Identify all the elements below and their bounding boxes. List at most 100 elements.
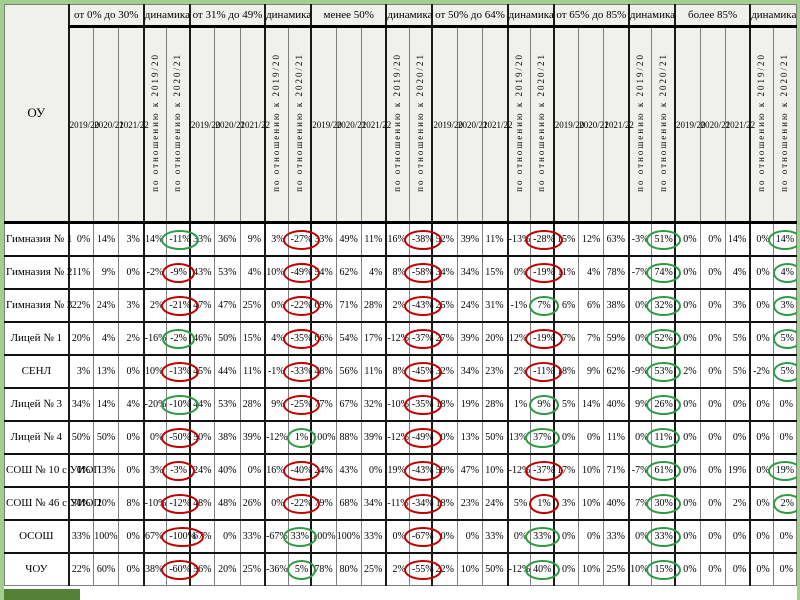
- circled-value-green: -10%: [161, 394, 200, 415]
- value-cell: 14%: [724, 221, 751, 256]
- dynamics-cell: 0%: [749, 518, 774, 553]
- school-name-cell: Гимназия № 3: [4, 287, 72, 322]
- value-cell: 53%: [214, 254, 241, 289]
- school-name-cell: СОШ № 46 с УИОП: [4, 485, 101, 520]
- value-cell: 3%: [93, 452, 120, 487]
- school-name-cell: ОСОШ: [4, 518, 70, 553]
- value-cell: 28%: [360, 287, 387, 322]
- value-cell: 0%: [699, 221, 726, 256]
- circled-value-green: 5%: [286, 559, 317, 580]
- dynamics-cell: -37%: [525, 452, 563, 487]
- dynamics-cell: 40%: [525, 551, 560, 586]
- value-cell: 13%: [456, 419, 484, 454]
- value-cell: 10%: [456, 551, 484, 586]
- value-cell: 78%: [603, 254, 630, 289]
- value-cell: 0%: [699, 254, 726, 289]
- dynamics-cell: -40%: [282, 452, 321, 487]
- dynamics-cell: -22%: [282, 485, 321, 520]
- dynamics-cell: -21%: [161, 287, 200, 322]
- circled-value-green: -2%: [162, 328, 195, 349]
- dynamics-header-label: по отношению к 2020/21: [414, 52, 425, 192]
- year-header-cell: 2020/21: [93, 26, 124, 224]
- dynamics-cell: -35%: [282, 320, 321, 355]
- year-header-cell: 2019/20: [67, 26, 99, 224]
- dynamics-cell: -9%: [162, 254, 195, 289]
- dynamics-cell: -9%: [627, 353, 653, 388]
- table-row: СЕНЛ 3% 13% 0% 10% -13% 45% 44% 11% -1% -33% 48% 56%…: [4, 353, 797, 388]
- value-cell: 2%: [724, 485, 751, 520]
- value-cell: 11%: [67, 254, 95, 289]
- value-cell: 24%: [482, 485, 509, 520]
- value-cell: 50%: [67, 419, 95, 454]
- group-title: от 31% до 49%: [188, 4, 266, 28]
- dynamics-cell: 51%: [646, 221, 681, 256]
- year-header-cell: 2021/22: [724, 26, 755, 224]
- dynamics-cell: 2%: [772, 485, 797, 520]
- group-title: от 0% до 30%: [67, 4, 145, 28]
- value-cell: 39%: [456, 221, 484, 256]
- circled-value-green: -11%: [161, 229, 199, 250]
- value-cell: 20%: [93, 485, 120, 520]
- dynamics-cell: -2%: [162, 320, 195, 355]
- dynamics-group-title: динамика: [264, 4, 312, 28]
- dynamics-header-label: по отношению к 2019/20: [756, 52, 767, 192]
- dynamics-cell: -12%: [264, 419, 289, 454]
- dynamics-cell: 37%: [525, 419, 560, 454]
- value-cell: 11%: [360, 353, 387, 388]
- circled-value-green: 3%: [772, 295, 797, 316]
- dynamics-cell: 13%: [506, 419, 532, 454]
- circled-value-green: 1%: [286, 427, 317, 448]
- dynamics-cell: 7%: [529, 287, 559, 322]
- value-cell: 31%: [482, 287, 509, 322]
- year-header-cell: 2020/21: [699, 26, 730, 224]
- dynamics-cell: 14%: [142, 221, 168, 256]
- dynamics-header-label: по отношению к 2019/20: [271, 52, 282, 192]
- value-cell: 48%: [310, 353, 337, 388]
- value-cell: 24%: [456, 287, 484, 322]
- dynamics-header-cell: по отношению к 2020/21: [287, 26, 312, 224]
- circled-value-red: -50%: [161, 427, 200, 448]
- value-cell: 6%: [578, 287, 605, 322]
- value-cell: 50%: [482, 419, 509, 454]
- value-cell: 62%: [335, 254, 362, 289]
- bottom-green-bar: [4, 589, 80, 600]
- circled-value-red: -43%: [403, 460, 442, 481]
- value-cell: 34%: [456, 353, 484, 388]
- value-cell: 49%: [335, 221, 362, 256]
- circled-value-red: -21%: [161, 295, 200, 316]
- dynamics-cell: -35%: [403, 386, 442, 421]
- year-header-cell: 2019/20: [431, 26, 463, 224]
- circled-value-green: 33%: [525, 526, 560, 547]
- value-cell: 71%: [603, 452, 630, 487]
- dynamics-cell: -16%: [142, 320, 168, 355]
- circled-value-green: 30%: [646, 493, 681, 514]
- table-row: Гимназия № 1 0% 14% 3% 14% -11% 33% 36% 9% 3% -27%…: [4, 221, 797, 256]
- value-cell: 32%: [360, 386, 387, 421]
- circled-value-green: 33%: [282, 526, 317, 547]
- value-cell: 19%: [456, 386, 484, 421]
- table-row: СОШ № 10 с УИОП 0% 3% 0% 3% -3% 24% 40% 0% 16% -40…: [4, 452, 797, 487]
- value-cell: 23%: [482, 353, 509, 388]
- circled-value-red: -35%: [403, 394, 442, 415]
- value-cell: 47%: [456, 452, 484, 487]
- circled-value-green: 2%: [772, 493, 797, 514]
- value-cell: 4%: [239, 254, 266, 289]
- dynamics-group-title: динамика: [749, 4, 797, 28]
- dynamics-cell: 53%: [646, 353, 681, 388]
- value-cell: 0%: [699, 386, 726, 421]
- dynamics-cell: -10%: [385, 386, 410, 421]
- value-cell: 48%: [214, 485, 241, 520]
- dynamics-cell: 0%: [749, 287, 774, 322]
- circled-value-red: -37%: [525, 460, 563, 481]
- value-cell: 5%: [724, 353, 751, 388]
- dynamics-group-title: динамика: [385, 4, 433, 28]
- dynamics-cell: 5%: [772, 353, 797, 388]
- value-cell: 2%: [118, 320, 145, 355]
- value-cell: 34%: [360, 485, 387, 520]
- value-cell: 26%: [239, 485, 266, 520]
- circled-value-green: 32%: [646, 295, 681, 316]
- circled-value-green: 4%: [772, 262, 797, 283]
- dynamics-cell: 30%: [646, 485, 681, 520]
- school-name-cell: ЧОУ: [4, 551, 70, 586]
